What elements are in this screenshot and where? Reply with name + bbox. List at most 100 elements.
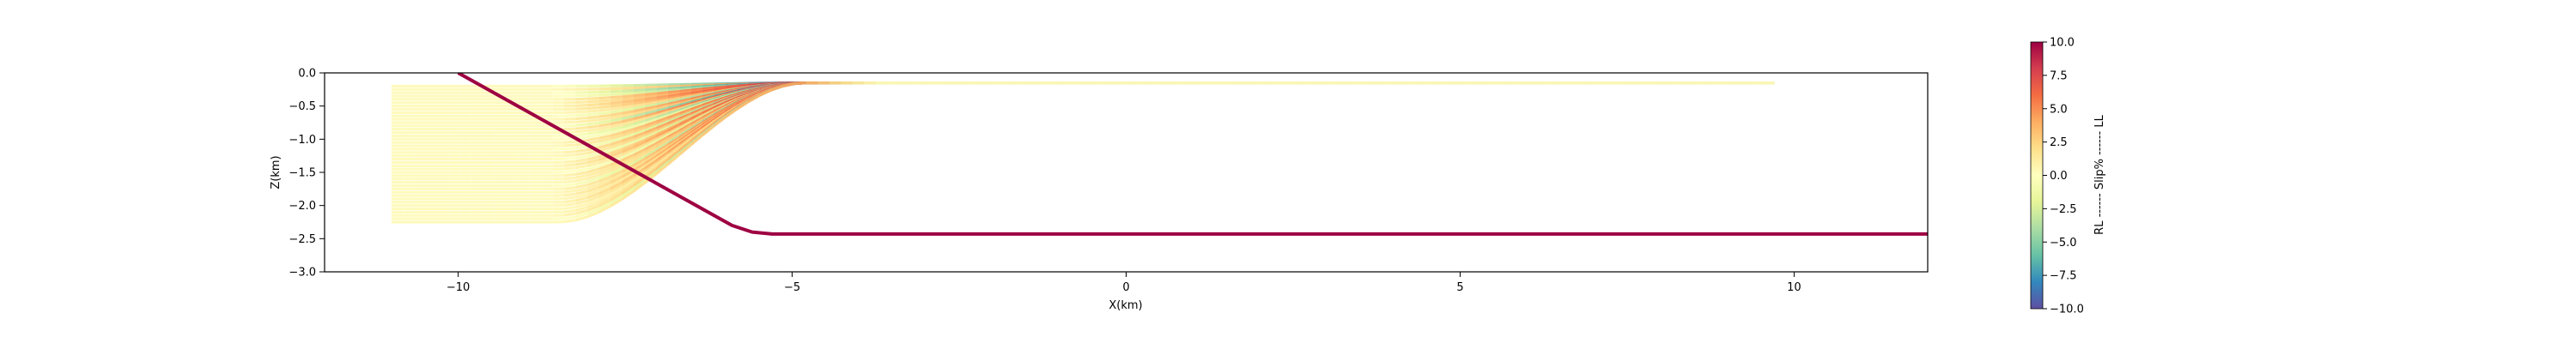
slip-segment	[666, 137, 681, 148]
slip-segment	[633, 93, 646, 98]
slip-segment	[633, 100, 646, 105]
slip-segment	[598, 166, 611, 174]
slip-segment	[563, 179, 576, 184]
slip-segment	[575, 196, 588, 202]
slip-segment	[633, 103, 646, 108]
slip-segment	[655, 140, 669, 149]
slip-segment	[575, 110, 587, 114]
slip-segment	[621, 148, 635, 157]
slip-segment	[575, 123, 588, 127]
slip-segment	[644, 157, 658, 168]
slip-segment	[563, 192, 576, 197]
slip-segment	[586, 130, 599, 135]
slip-segment	[621, 138, 635, 146]
slip-segment	[655, 120, 669, 128]
slip-segment	[586, 136, 599, 142]
slip-segment	[644, 90, 657, 94]
slip-segment	[621, 190, 635, 201]
slip-segment	[644, 127, 657, 135]
slip-segment	[575, 104, 587, 107]
slip-segment	[621, 115, 634, 121]
slip-segment	[656, 99, 669, 104]
slip-segment	[644, 103, 657, 108]
slip-segment	[632, 159, 646, 170]
slip-segment	[644, 151, 658, 160]
slip-segment	[656, 105, 669, 111]
slip-segment	[667, 111, 680, 119]
slip-segment	[598, 172, 611, 180]
slip-segment	[586, 167, 599, 174]
slip-segment	[655, 128, 669, 136]
slip-segment	[667, 122, 680, 131]
slip-segment	[655, 112, 669, 119]
slip-segment	[586, 204, 599, 212]
slip-segment	[610, 125, 623, 131]
slip-segment	[678, 106, 692, 114]
slip-segment	[644, 116, 657, 123]
slip-segment	[575, 186, 588, 192]
slip-segment	[644, 124, 657, 132]
slip-segment	[575, 177, 588, 183]
slip-segment	[586, 192, 599, 200]
slip-segment	[655, 114, 669, 122]
slip-segment	[655, 135, 669, 145]
slip-segment	[644, 135, 658, 144]
slip-segment	[621, 141, 635, 148]
slip-segment	[610, 129, 623, 135]
slip-segment	[644, 146, 658, 156]
slip-segment	[679, 88, 691, 93]
slip-segment	[621, 179, 635, 190]
slip-segment	[666, 135, 681, 145]
slip-segment	[621, 151, 635, 159]
slip-segment	[563, 219, 576, 224]
slip-segment	[632, 147, 646, 157]
slip-segment	[610, 170, 623, 178]
slip-segment	[678, 143, 692, 156]
slip-segment	[655, 131, 669, 141]
slip-segment	[655, 159, 669, 171]
slip-segment	[644, 141, 658, 151]
slip-segment	[575, 151, 588, 157]
slip-segment	[610, 111, 623, 117]
slip-segment	[655, 122, 669, 130]
slip-segment	[621, 153, 635, 162]
slip-segment	[610, 109, 623, 114]
slip-segment	[644, 92, 657, 97]
slip-segment	[621, 184, 635, 196]
slip-segment	[610, 103, 623, 108]
slip-segment	[610, 95, 623, 99]
slip-segment	[678, 112, 692, 120]
slip-segment	[563, 150, 576, 154]
slip-segment	[575, 212, 588, 219]
slip-segment	[644, 87, 657, 92]
slip-segment	[655, 118, 669, 126]
slip-segment	[610, 106, 623, 111]
slip-segment	[782, 81, 795, 87]
slip-segment	[598, 99, 611, 103]
slip-segment	[598, 111, 611, 116]
slip-segment	[586, 111, 599, 117]
slip-segment	[667, 92, 680, 96]
slip-segment	[632, 155, 646, 165]
slip-segment	[586, 164, 599, 171]
slip-segment	[610, 92, 623, 96]
slip-segment	[632, 138, 646, 147]
slip-segment	[610, 100, 623, 105]
slip-segment	[575, 116, 588, 121]
slip-segment	[564, 117, 576, 121]
slip-segment	[575, 113, 588, 117]
slip-segment	[632, 162, 646, 172]
slip-segment	[575, 206, 588, 212]
slip-segment	[610, 114, 623, 120]
slip-segment	[575, 119, 588, 123]
slip-segment	[598, 134, 611, 140]
slip-segment	[610, 136, 623, 143]
slip-segment	[666, 147, 681, 158]
slip-layer	[391, 81, 1775, 224]
slip-segment	[610, 98, 623, 102]
slip-segment	[644, 123, 657, 129]
slip-segment	[586, 161, 599, 167]
slip-segment	[622, 87, 634, 90]
slip-segment	[644, 99, 657, 104]
slip-segment	[563, 196, 576, 201]
